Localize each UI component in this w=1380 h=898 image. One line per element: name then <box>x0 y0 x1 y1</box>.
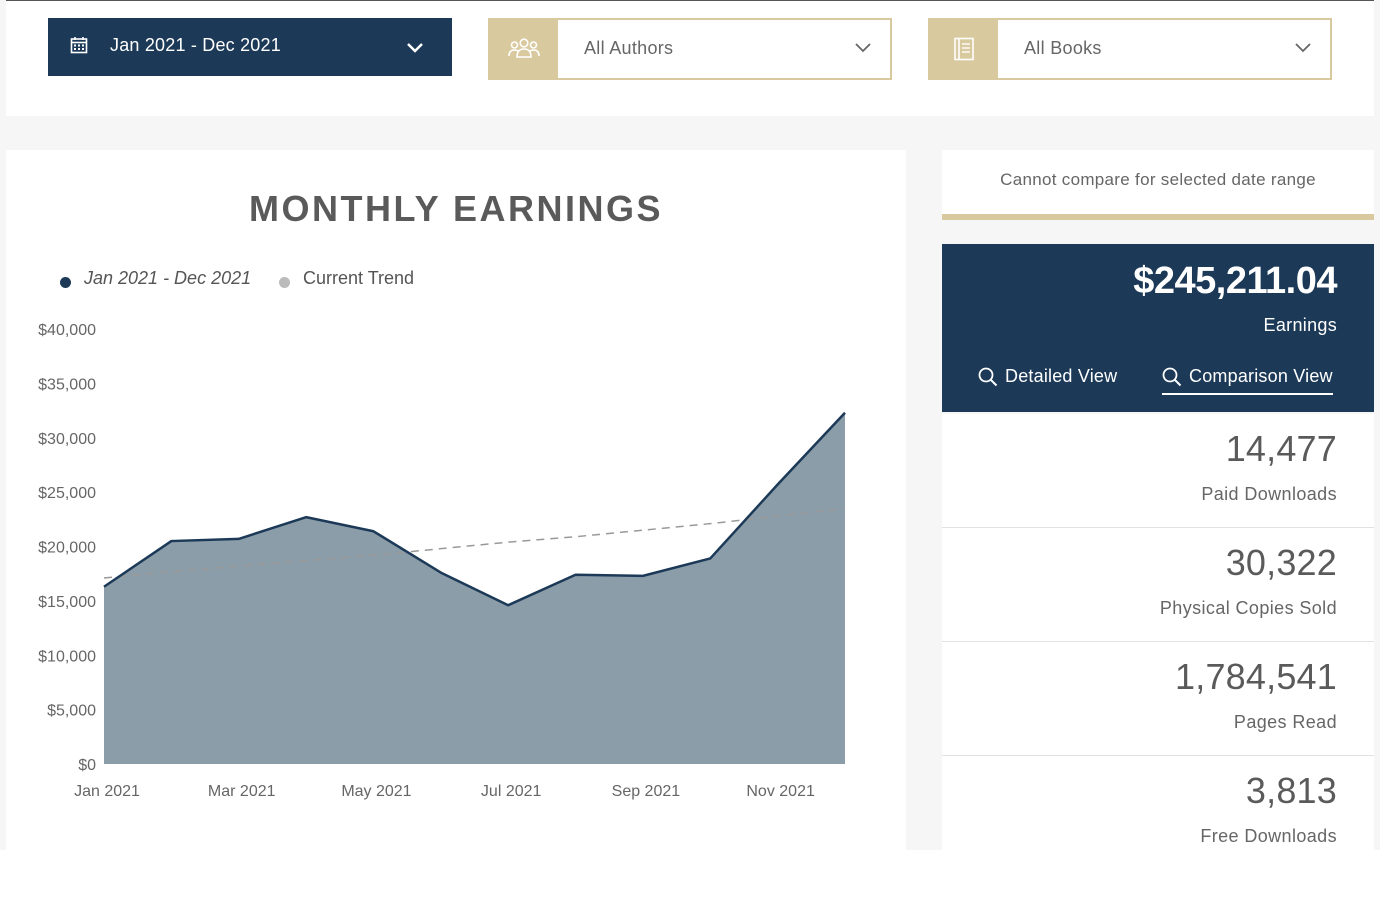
earnings-label: Earnings <box>1263 315 1337 335</box>
stat-value: 30,322 <box>1225 542 1337 583</box>
book-icon <box>954 37 974 61</box>
stat-value: 3,813 <box>1245 770 1337 811</box>
y-tick-label: $5,000 <box>47 703 96 720</box>
trend-line <box>103 507 846 579</box>
users-icon <box>508 38 540 58</box>
stat-label: Physical Copies Sold <box>1159 598 1337 618</box>
authors-dropdown[interactable]: All Authors <box>488 18 892 80</box>
search-icon <box>1162 367 1182 386</box>
right-gutter <box>1374 0 1380 116</box>
y-tick-label: $0 <box>78 757 96 774</box>
left-gutter <box>0 0 6 116</box>
stat-card-free-downloads: 3,813 Free Downloads <box>942 756 1374 866</box>
stat-card-paid-downloads: 14,477 Paid Downloads <box>942 414 1374 528</box>
y-tick-label: $20,000 <box>38 540 96 557</box>
x-tick-label: Nov 2021 <box>746 783 815 800</box>
x-tick-label: Mar 2021 <box>208 783 276 800</box>
x-tick-label: Jan 2021 <box>74 783 140 800</box>
chart-title: MONTHLY EARNINGS <box>248 188 664 229</box>
date-range-label: Jan 2021 - Dec 2021 <box>110 35 281 55</box>
books-dropdown[interactable]: All Books <box>928 18 1332 80</box>
earnings-line <box>103 411 846 607</box>
y-tick-label: $40,000 <box>38 322 96 339</box>
stat-card-physical-copies: 30,322 Physical Copies Sold <box>942 528 1374 642</box>
stat-label: Paid Downloads <box>1201 484 1337 504</box>
stat-value: 1,784,541 <box>1175 656 1337 697</box>
detailed-view-label: Detailed View <box>1005 366 1118 386</box>
stat-card-pages-read: 1,784,541 Pages Read <box>942 642 1374 756</box>
legend-label-trend: Current Trend <box>303 268 415 288</box>
earnings-area <box>104 412 845 764</box>
earnings-chart: $0 $5,000 $10,000 $15,000 $20,000 $25,000 $30,… <box>38 322 846 800</box>
monthly-earnings-card: $0 $5,000 $10,000 $15,000 $20,000 $25,000 $30,… <box>6 150 906 850</box>
detailed-view-link[interactable]: Detailed View <box>978 366 1117 387</box>
top-border <box>0 0 1380 1</box>
y-tick-label: $15,000 <box>38 594 96 611</box>
y-tick-label: $30,000 <box>38 431 96 448</box>
legend-label-period: Jan 2021 - Dec 2021 <box>84 268 252 288</box>
y-tick-label: $25,000 <box>38 485 96 502</box>
legend-item-trend[interactable]: Current Trend <box>279 268 414 289</box>
chevron-down-icon <box>407 43 423 53</box>
chevron-down-icon <box>855 43 871 53</box>
legend-dot-icon <box>279 277 290 288</box>
x-tick-label: Jul 2021 <box>481 783 542 800</box>
y-tick-label: $35,000 <box>38 376 96 393</box>
books-label: All Books <box>1024 38 1102 58</box>
comparison-view-link[interactable]: Comparison View <box>1162 366 1333 395</box>
books-icon-box <box>930 20 998 78</box>
search-icon <box>978 367 998 386</box>
y-tick-label: $10,000 <box>38 648 96 665</box>
page-bottom <box>0 850 1380 898</box>
earnings-summary: $245,211.04 Earnings Detailed View Compa… <box>942 244 1374 412</box>
compare-notice: Cannot compare for selected date range <box>942 150 1374 220</box>
date-range-dropdown[interactable]: Jan 2021 - Dec 2021 <box>48 18 452 76</box>
legend-item-period[interactable]: Jan 2021 - Dec 2021 <box>60 268 251 289</box>
stat-label: Pages Read <box>1233 712 1337 732</box>
authors-label: All Authors <box>584 38 674 58</box>
stat-value: 14,477 <box>1225 428 1337 469</box>
comparison-view-label: Comparison View <box>1189 366 1333 386</box>
x-tick-label: Sep 2021 <box>612 783 681 800</box>
authors-icon-box <box>490 20 558 78</box>
x-tick-label: May 2021 <box>341 783 411 800</box>
earnings-value: $245,211.04 <box>1133 260 1337 302</box>
compare-message: Cannot compare for selected date range <box>1000 170 1316 189</box>
calendar-icon <box>70 37 88 54</box>
legend-dot-icon <box>60 277 71 288</box>
chevron-down-icon <box>1295 43 1311 53</box>
stat-label: Free Downloads <box>1200 826 1337 846</box>
